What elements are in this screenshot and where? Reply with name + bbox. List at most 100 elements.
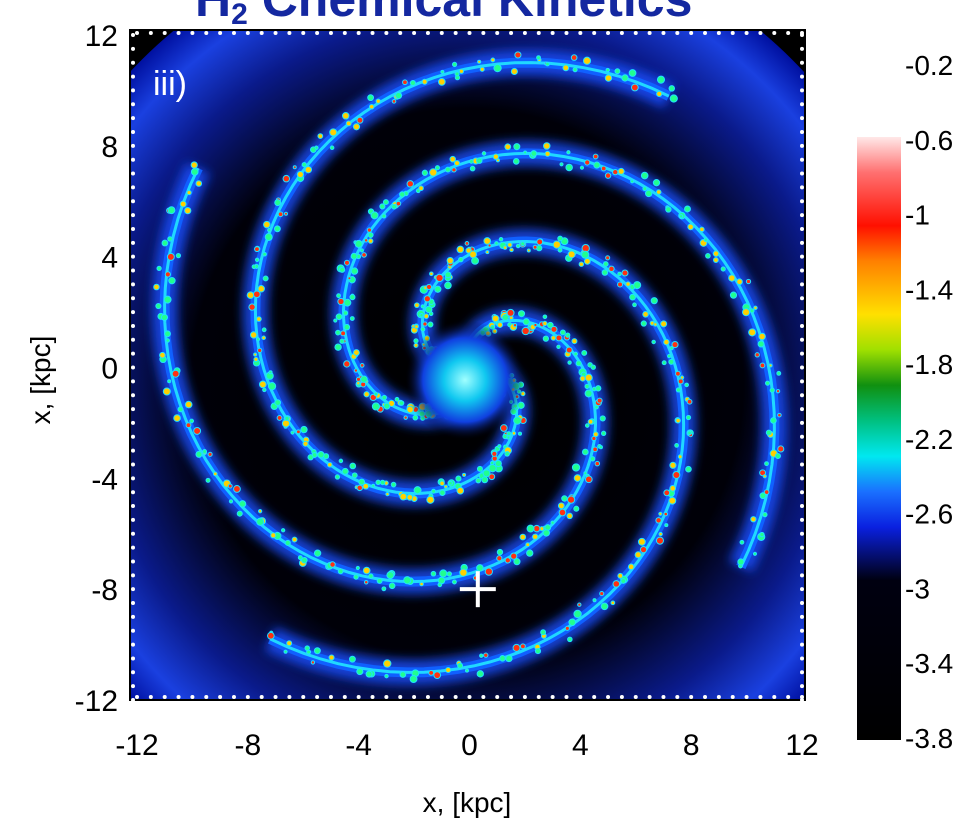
gas-clump <box>757 340 765 348</box>
gas-clump <box>251 264 257 270</box>
gas-clump <box>409 79 416 87</box>
gas-clump <box>425 283 433 291</box>
frame-dot <box>131 393 135 398</box>
title-subscript: 2 <box>231 0 248 31</box>
gas-clump <box>349 294 356 301</box>
colorbar-tick-label: -2.6 <box>905 499 953 530</box>
frame-dot <box>716 695 721 699</box>
gas-clump <box>502 245 508 250</box>
frame-dot <box>131 587 135 592</box>
frame-dot <box>675 695 680 699</box>
colorbar-tick-label: -1.4 <box>905 274 953 305</box>
gas-clump <box>310 660 316 665</box>
gas-clump <box>684 382 689 388</box>
gas-clump <box>496 555 503 562</box>
gas-clump <box>729 291 738 299</box>
gas-clump <box>593 161 601 169</box>
gas-clump <box>280 528 286 533</box>
frame-dot <box>131 698 135 702</box>
frame-dot <box>481 695 486 699</box>
gas-clump <box>557 235 563 242</box>
frame-dot <box>550 695 555 699</box>
gas-clump <box>661 360 667 366</box>
frame-dot <box>425 31 430 35</box>
gas-clump <box>258 380 267 389</box>
gas-clump <box>363 238 369 243</box>
gas-clump <box>476 670 484 678</box>
gas-clump <box>510 67 518 76</box>
gas-clump <box>749 308 755 314</box>
gas-clump <box>562 64 570 72</box>
frame-dot <box>231 31 236 35</box>
gas-clump <box>602 261 609 267</box>
frame-dot <box>412 31 417 35</box>
gas-clump <box>440 69 445 74</box>
gas-clump <box>337 297 345 306</box>
gas-clump <box>589 456 596 462</box>
gas-clump <box>658 511 663 516</box>
frame-dot <box>800 46 804 51</box>
gas-clump <box>672 470 681 479</box>
gas-clump <box>455 475 462 482</box>
gas-clump <box>552 240 561 249</box>
frame-dot <box>800 33 804 37</box>
gas-clump <box>313 549 322 557</box>
frame-dot <box>131 116 135 121</box>
frame-dot <box>800 365 804 370</box>
gas-clump <box>306 649 312 655</box>
gas-clump <box>381 394 388 401</box>
frame-tick-dots <box>131 31 804 702</box>
gas-clump <box>526 524 535 533</box>
gas-clump <box>156 265 162 271</box>
gas-clump <box>675 387 682 393</box>
frame-dot <box>800 504 804 509</box>
gas-clump <box>663 489 671 497</box>
frame-dot <box>703 31 708 35</box>
gas-clump <box>414 324 419 329</box>
gas-clump <box>421 169 429 176</box>
gas-clump <box>510 552 518 560</box>
frame-dot <box>131 531 135 536</box>
gas-clump <box>629 293 636 301</box>
x-tick-label: 0 <box>461 729 478 762</box>
gas-clump <box>557 247 563 253</box>
gas-clump <box>605 255 611 261</box>
frame-dot <box>800 171 804 176</box>
gas-clump <box>655 536 664 545</box>
gas-clump <box>542 335 550 342</box>
gas-clump <box>352 123 361 131</box>
frame-dot <box>786 695 791 699</box>
gas-clump <box>270 532 277 539</box>
gas-clump <box>712 250 720 257</box>
frame-dot <box>131 213 135 218</box>
frame-dot <box>131 628 135 633</box>
gas-clump <box>705 253 711 259</box>
gas-clump <box>509 247 514 253</box>
gas-clump <box>640 320 647 327</box>
gas-clump <box>403 415 408 420</box>
gas-clump <box>594 460 601 467</box>
gas-clump <box>195 450 203 458</box>
gas-clump <box>399 492 408 501</box>
gas-clump <box>391 99 397 104</box>
frame-dot <box>481 31 486 35</box>
gas-clump <box>368 104 375 110</box>
gas-clump <box>327 461 333 468</box>
frame-dot <box>509 31 514 35</box>
gas-clump <box>583 471 588 476</box>
gas-clump <box>458 256 464 263</box>
plot-frame <box>129 29 806 701</box>
frame-dot <box>370 31 375 35</box>
frame-dot <box>730 695 735 699</box>
gas-clump <box>669 346 674 351</box>
gas-clump <box>246 291 255 299</box>
colorbar <box>857 137 901 740</box>
gas-clump <box>612 580 621 588</box>
gas-clump <box>759 492 767 500</box>
frame-dot <box>800 199 804 204</box>
gas-clump <box>451 167 457 173</box>
gas-clump <box>358 478 366 486</box>
gas-clump <box>617 167 625 175</box>
frame-dot <box>606 695 611 699</box>
gas-clump <box>481 151 487 156</box>
